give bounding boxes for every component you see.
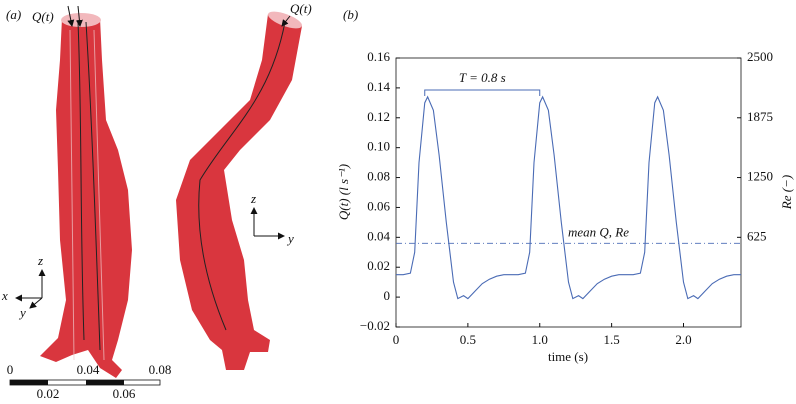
y-axis-label: Q(t) (l s⁻¹)	[336, 164, 351, 220]
axis-letter: x	[1, 288, 8, 303]
flow-arrow	[281, 15, 291, 27]
flow-label: Q(t)	[32, 9, 54, 24]
axis-letter: z	[37, 253, 43, 268]
scale-label: 0.04	[77, 362, 100, 377]
scale-label: 0	[7, 362, 14, 377]
y-tick-label: 0.08	[367, 169, 390, 184]
y2-tick-label: 1250	[747, 169, 773, 184]
x-tick-label: 0.5	[460, 332, 476, 347]
scale-label: 0.08	[149, 362, 172, 377]
y-tick-label: 0.02	[367, 258, 390, 273]
scale-label: 0.02	[37, 386, 60, 401]
panel-label: (b)	[343, 7, 358, 22]
flow-line	[396, 95, 741, 300]
x-tick-label: 2.0	[675, 332, 691, 347]
y-tick-label: 0.10	[367, 139, 390, 154]
flow-arrow	[75, 5, 83, 27]
x-tick-label: 1.0	[532, 332, 548, 347]
flow-label: Q(t)	[290, 1, 312, 16]
period-label: T = 0.8 s	[459, 70, 506, 85]
mean-label: mean Q, Re	[568, 224, 629, 239]
x-tick-label: 1.5	[604, 332, 620, 347]
period-bracket	[424, 89, 541, 96]
scale-bar	[9, 379, 161, 386]
panel-label: (a)	[6, 7, 21, 22]
y-tick-label: 0.14	[367, 79, 390, 94]
y-tick-label: 0.06	[367, 198, 390, 213]
y2-tick-label: 625	[747, 228, 767, 243]
y-tick-label: 0.16	[367, 49, 390, 64]
y-tick-label: 0.04	[367, 228, 390, 243]
y-tick-label: 0.12	[367, 109, 390, 124]
plot-frame	[395, 57, 742, 328]
y2-axis-label: Re (−)	[779, 175, 794, 210]
flow-arrow	[67, 5, 75, 27]
axis-triad	[15, 207, 285, 309]
axis-letter: y	[286, 231, 294, 246]
y2-tick-label: 1875	[747, 109, 773, 124]
aorta-right	[176, 11, 303, 370]
axis-letter: z	[250, 191, 256, 206]
scale-label: 0.06	[113, 386, 136, 401]
y2-tick-label: 2500	[747, 49, 773, 64]
x-tick-label: 0	[393, 332, 400, 347]
x-axis-label: time (s)	[548, 349, 588, 364]
y-tick-label: 0	[384, 288, 391, 303]
axis-letter: y	[18, 305, 26, 320]
y-tick-label: −0.02	[360, 318, 390, 333]
aorta-left	[40, 13, 132, 378]
